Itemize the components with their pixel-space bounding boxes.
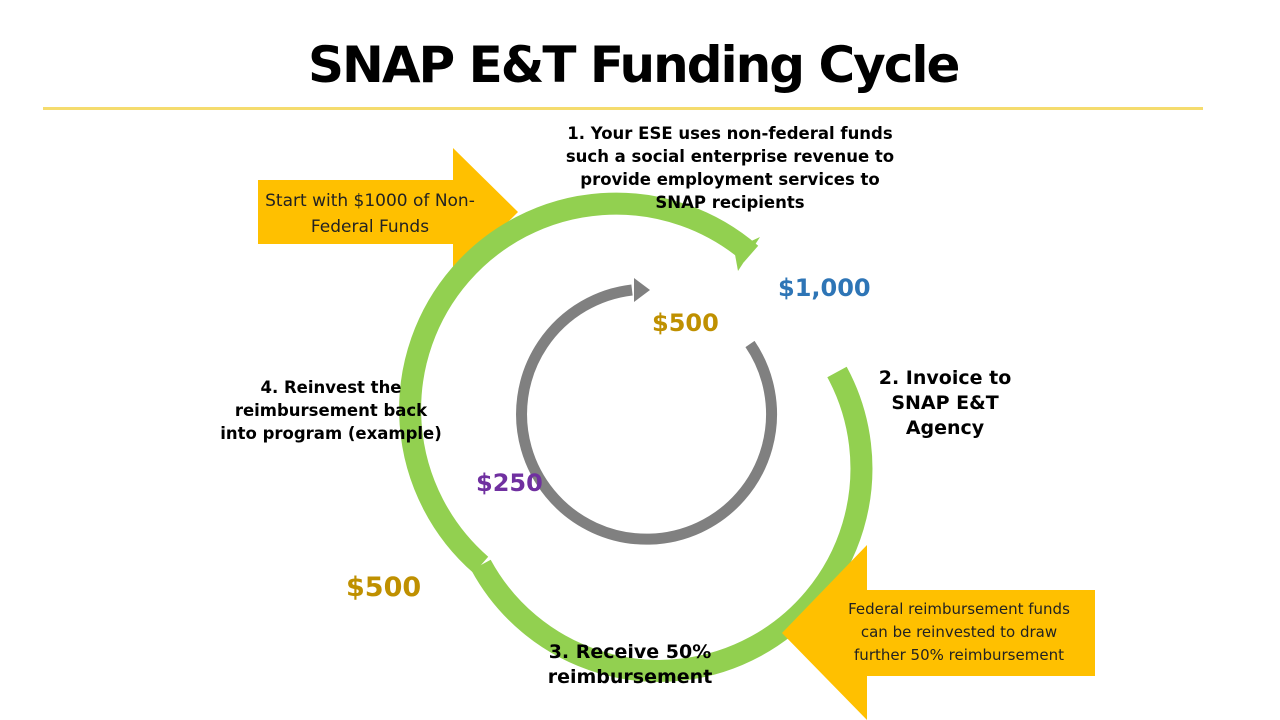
title-underline	[43, 107, 1203, 110]
amount-1000: $1,000	[778, 274, 871, 302]
federal-callout-text: Federal reimbursement funds can be reinv…	[848, 600, 1070, 664]
outer-ring-segment-left	[399, 192, 759, 574]
amount-500-inner: $500	[652, 309, 719, 337]
step-2-label: 2. Invoice to SNAP E&T Agency	[878, 367, 1012, 439]
step-1-label: 1. Your ESE uses non-federal funds such …	[565, 124, 895, 212]
start-callout-arrow	[258, 148, 518, 277]
page-title: SNAP E&T Funding Cycle	[308, 36, 960, 94]
inner-ring-arrowhead	[634, 278, 650, 302]
amount-250: $250	[476, 469, 543, 497]
amount-500-outer: $500	[346, 572, 422, 603]
step-3-label: 3. Receive 50% reimbursement	[547, 641, 713, 688]
federal-callout-arrow	[782, 545, 1095, 720]
outer-ring-segment-right	[471, 366, 873, 682]
start-callout-text: Start with $1000 of Non- Federal Funds	[265, 191, 475, 237]
step-4-label: 4. Reinvest the reimbursement back into …	[220, 378, 442, 443]
inner-ring-arc	[516, 284, 778, 545]
outer-ring-arrowhead	[734, 237, 760, 271]
